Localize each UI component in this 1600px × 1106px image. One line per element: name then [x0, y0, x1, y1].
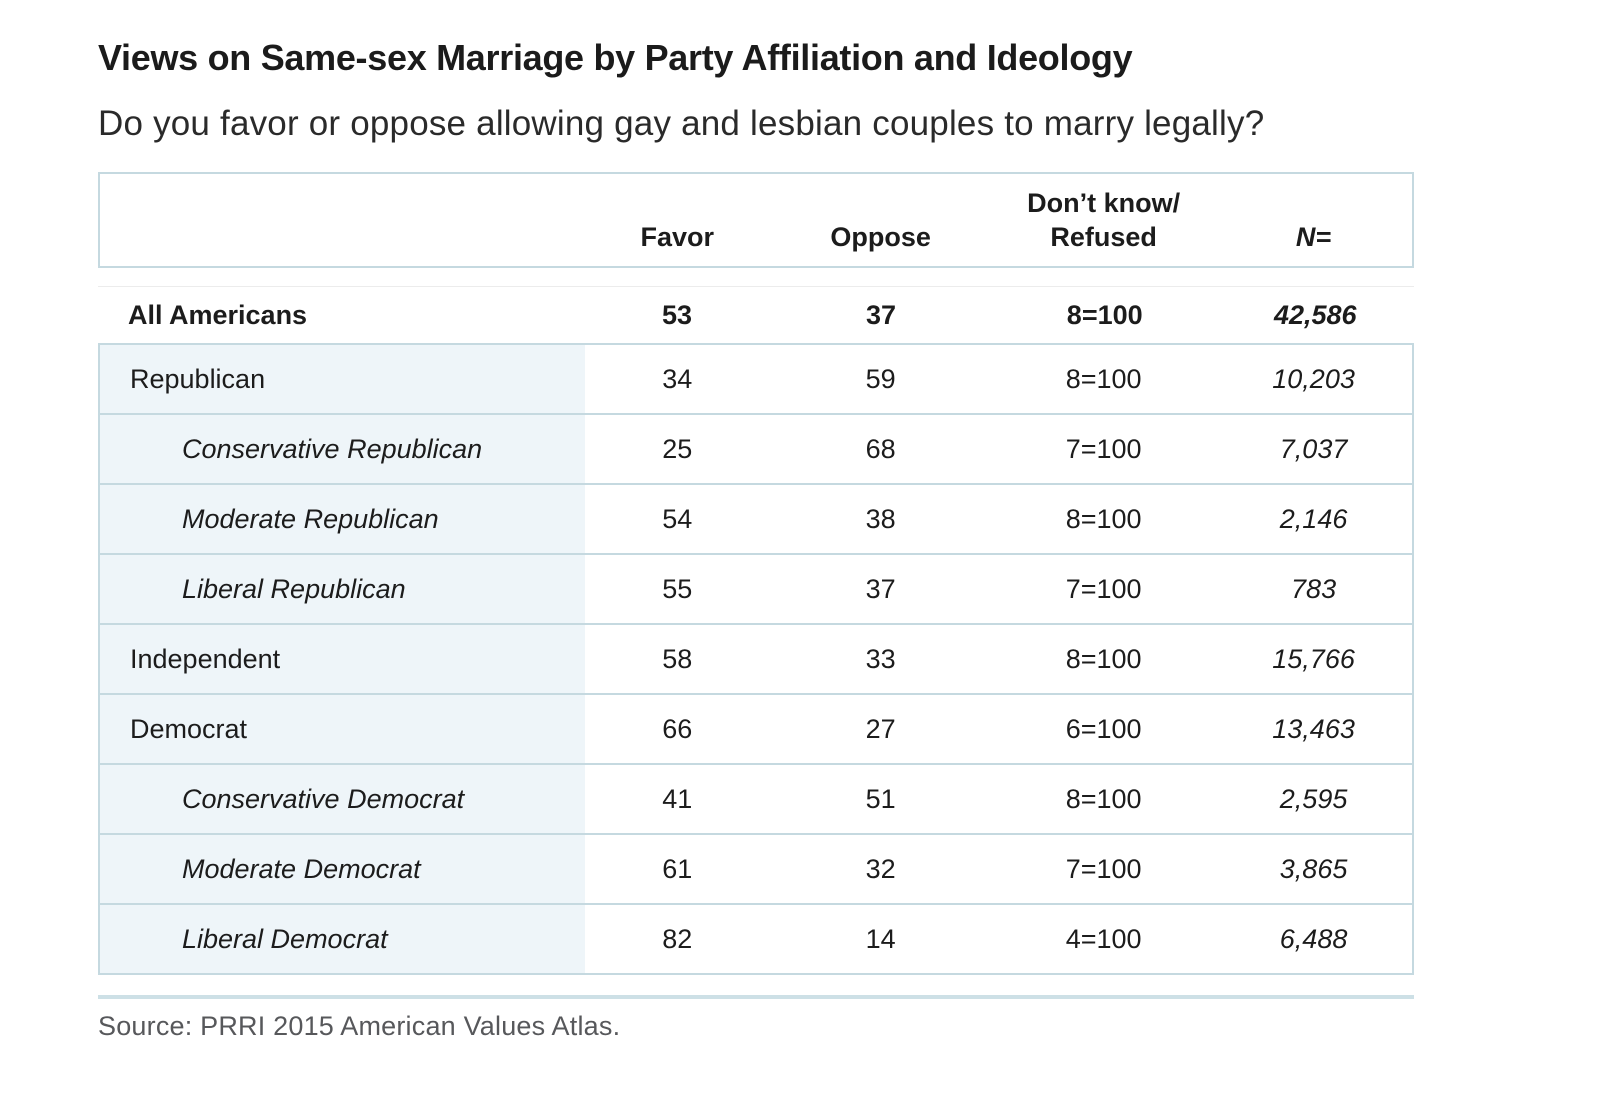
table-body: Republican 34 59 8=100 10,203 Conservative Re… — [98, 343, 1414, 975]
column-header-dont-know-refused: Don’t know/ Refused — [992, 174, 1215, 266]
dont-know-refused-value: 8=100 — [1065, 783, 1142, 814]
oppose-value: 33 — [865, 643, 896, 674]
row-label: Democrat — [100, 695, 586, 763]
oppose-value: 32 — [865, 853, 896, 884]
table-row-conservative-democrat: Conservative Democrat 41 51 8=100 2,595 — [100, 763, 1412, 833]
row-label: Moderate Democrat — [100, 835, 586, 903]
favor-value: 58 — [662, 643, 693, 674]
dont-know-refused-value: 8=100 — [1065, 363, 1142, 394]
favor-value: 66 — [662, 713, 693, 744]
row-label: Conservative Democrat — [100, 765, 586, 833]
row-label: Moderate Republican — [100, 485, 586, 553]
oppose-value: 68 — [865, 433, 896, 464]
table-row-republican: Republican 34 59 8=100 10,203 — [100, 343, 1412, 413]
favor-value: 41 — [662, 783, 693, 814]
favor-value: 61 — [662, 853, 693, 884]
table-row-all-americans: All Americans 53 37 8=100 42,586 — [98, 286, 1414, 343]
dont-know-refused-value: 7=100 — [1065, 853, 1142, 884]
dont-know-refused-value: 7=100 — [1065, 573, 1142, 604]
favor-value: 55 — [662, 573, 693, 604]
table-row-moderate-republican: Moderate Republican 54 38 8=100 2,146 — [100, 483, 1412, 553]
oppose-value: 27 — [865, 713, 896, 744]
table-row-liberal-republican: Liberal Republican 55 37 7=100 783 — [100, 553, 1412, 623]
n-value: 10,203 — [1272, 363, 1355, 394]
oppose-value: 38 — [865, 503, 896, 534]
bottom-rule — [98, 995, 1414, 999]
column-header-favor-label: Favor — [640, 222, 715, 252]
column-header-blank — [100, 174, 585, 266]
favor-value: 53 — [662, 299, 693, 330]
figure-title: Views on Same-sex Marriage by Party Affi… — [98, 37, 1133, 78]
table-header-row: Favor Oppose Don’t know/ Refused N= — [98, 172, 1414, 268]
table-row-conservative-republican: Conservative Republican 25 68 7=100 7,037 — [100, 413, 1412, 483]
table-row-liberal-democrat: Liberal Democrat 82 14 4=100 6,488 — [100, 903, 1412, 973]
dont-know-refused-value: 4=100 — [1065, 923, 1142, 954]
table-row-democrat: Democrat 66 27 6=100 13,463 — [100, 693, 1412, 763]
column-header-n-label: N= — [1295, 222, 1332, 252]
table-total-section: All Americans 53 37 8=100 42,586 — [98, 286, 1414, 343]
source-note: Source: PRRI 2015 American Values Atlas. — [98, 1011, 621, 1041]
n-value: 7,037 — [1279, 433, 1348, 464]
oppose-value: 37 — [865, 299, 897, 330]
oppose-value: 37 — [865, 573, 896, 604]
row-label: Independent — [100, 625, 586, 693]
favor-value: 82 — [662, 923, 693, 954]
row-label: All Americans — [128, 299, 308, 330]
data-table: Favor Oppose Don’t know/ Refused N= All … — [98, 172, 1414, 975]
n-value: 42,586 — [1273, 299, 1357, 330]
dont-know-refused-value: 8=100 — [1066, 299, 1143, 330]
favor-value: 54 — [662, 503, 693, 534]
n-value: 13,463 — [1272, 713, 1355, 744]
column-header-favor: Favor — [585, 174, 769, 266]
n-value: 2,595 — [1279, 783, 1348, 814]
column-header-n: N= — [1215, 174, 1412, 266]
column-header-oppose: Oppose — [769, 174, 992, 266]
oppose-value: 51 — [865, 783, 896, 814]
row-label: Liberal Republican — [100, 555, 586, 623]
n-value: 3,865 — [1279, 853, 1348, 884]
n-value: 6,488 — [1279, 923, 1348, 954]
oppose-value: 14 — [865, 923, 896, 954]
n-value: 2,146 — [1279, 503, 1348, 534]
n-value: 783 — [1291, 573, 1337, 604]
dont-know-refused-value: 8=100 — [1065, 503, 1142, 534]
favor-value: 25 — [662, 433, 693, 464]
table-row-moderate-democrat: Moderate Democrat 61 32 7=100 3,865 — [100, 833, 1412, 903]
dont-know-refused-value: 8=100 — [1065, 643, 1142, 674]
figure-subtitle: Do you favor or oppose allowing gay and … — [98, 104, 1265, 143]
column-header-oppose-label: Oppose — [830, 222, 931, 252]
column-header-dk-line2: Refused — [1050, 222, 1157, 252]
table-row-independent: Independent 58 33 8=100 15,766 — [100, 623, 1412, 693]
dont-know-refused-value: 7=100 — [1065, 433, 1142, 464]
column-header-dk-line1: Don’t know/ — [1027, 188, 1181, 218]
dont-know-refused-value: 6=100 — [1065, 713, 1142, 744]
n-value: 15,766 — [1272, 643, 1355, 674]
row-label: Conservative Republican — [100, 415, 586, 483]
oppose-value: 59 — [865, 363, 896, 394]
row-label: Republican — [100, 345, 586, 413]
favor-value: 34 — [662, 363, 693, 394]
row-label: Liberal Democrat — [100, 905, 586, 973]
